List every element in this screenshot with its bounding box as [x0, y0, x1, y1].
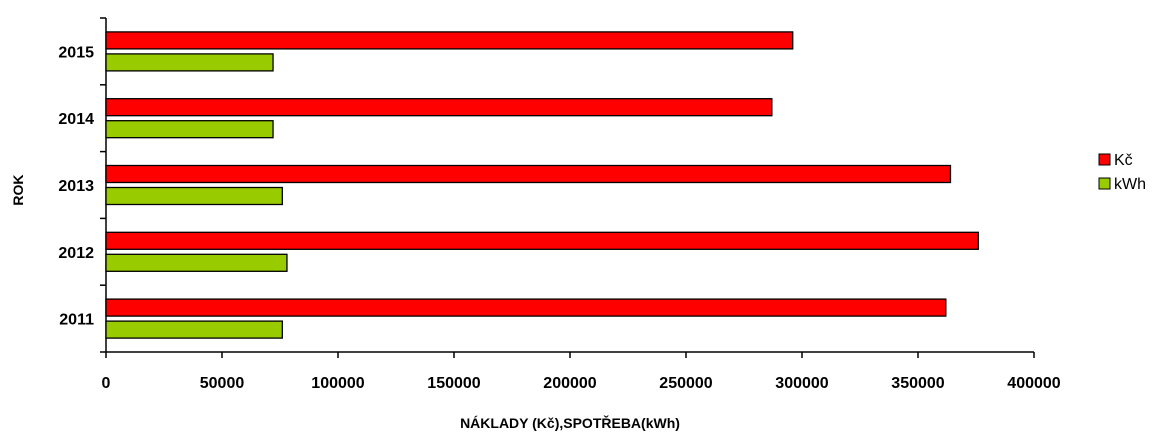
y-axis-title: ROK: [10, 174, 26, 205]
bar-kc-2013: [105, 164, 952, 184]
legend-swatch-kwh: [1098, 177, 1111, 190]
x-tick-label: 0: [102, 375, 111, 392]
bar-kwh-2013: [105, 186, 283, 206]
y-tick-label: 2011: [59, 312, 94, 329]
y-tick-label: 2014: [58, 111, 94, 128]
x-tick-label: 300000: [775, 375, 828, 392]
bar-kc-2012: [105, 231, 979, 250]
x-tick-label: 350000: [891, 375, 944, 392]
chart-tick-labels: 0 50000 100000 150000 200000 250000 300000 3500…: [58, 44, 1060, 392]
x-tick-label: 200000: [543, 375, 596, 392]
legend-swatch-kc: [1098, 153, 1111, 166]
bar-kwh-2014: [105, 120, 274, 139]
x-tick-label: 150000: [427, 375, 480, 392]
y-tick-label: 2015: [58, 44, 94, 61]
bar-kwh-2012: [105, 253, 288, 272]
chart-bars: [105, 31, 979, 339]
chart-axes: [100, 17, 1035, 358]
x-tick-label: 250000: [659, 375, 712, 392]
bar-kwh-2015: [105, 53, 274, 72]
y-tick-label: 2013: [58, 178, 94, 195]
x-tick-label: 100000: [311, 375, 364, 392]
y-tick-label: 2012: [58, 245, 94, 262]
x-tick-label: 400000: [1007, 375, 1060, 392]
legend: Kč kWh: [1098, 152, 1146, 193]
legend-label-kwh: kWh: [1114, 176, 1146, 193]
bar-kwh-2011: [105, 320, 283, 339]
bar-kc-2015: [105, 31, 794, 50]
bar-kc-2014: [105, 98, 773, 117]
legend-label-kc: Kč: [1114, 152, 1133, 169]
x-tick-label: 50000: [200, 375, 245, 392]
bar-kc-2011: [105, 298, 947, 317]
x-axis-title: NÁKLADY (Kč),SPOTŘEBA(kWh): [460, 414, 680, 431]
